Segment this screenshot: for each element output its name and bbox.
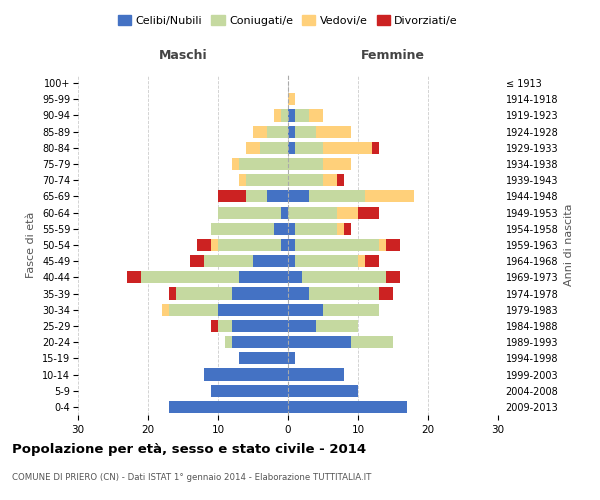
Bar [323, 158, 351, 170]
Bar [169, 304, 218, 316]
Bar [372, 142, 379, 154]
Bar [295, 126, 316, 138]
Bar [246, 174, 288, 186]
Bar [218, 320, 232, 332]
Bar [288, 174, 323, 186]
Bar [239, 158, 288, 170]
Bar [225, 336, 232, 348]
Bar [386, 272, 400, 283]
Bar [288, 93, 295, 106]
Bar [337, 222, 344, 235]
Bar [358, 255, 365, 268]
Bar [295, 239, 379, 251]
Text: Femmine: Femmine [361, 49, 425, 62]
Bar [288, 320, 316, 332]
Bar [190, 255, 204, 268]
Bar [211, 239, 218, 251]
Bar [288, 352, 295, 364]
Bar [288, 288, 309, 300]
Bar [288, 239, 295, 251]
Bar [232, 320, 288, 332]
Bar [204, 255, 253, 268]
Bar [337, 206, 358, 218]
Bar [232, 288, 288, 300]
Bar [239, 352, 288, 364]
Bar [218, 304, 288, 316]
Bar [288, 368, 344, 380]
Bar [309, 110, 323, 122]
Bar [365, 255, 379, 268]
Bar [288, 142, 295, 154]
Bar [232, 158, 239, 170]
Bar [162, 304, 169, 316]
Bar [267, 190, 288, 202]
Text: COMUNE DI PRIERO (CN) - Dati ISTAT 1° gennaio 2014 - Elaborazione TUTTITALIA.IT: COMUNE DI PRIERO (CN) - Dati ISTAT 1° ge… [12, 472, 371, 482]
Bar [197, 239, 211, 251]
Bar [288, 206, 337, 218]
Bar [232, 336, 288, 348]
Bar [127, 272, 141, 283]
Legend: Celibi/Nubili, Coniugati/e, Vedovi/e, Divorziati/e: Celibi/Nubili, Coniugati/e, Vedovi/e, Di… [113, 10, 463, 30]
Bar [169, 401, 288, 413]
Bar [358, 206, 379, 218]
Bar [218, 190, 246, 202]
Bar [295, 222, 337, 235]
Bar [239, 174, 246, 186]
Bar [337, 174, 344, 186]
Bar [344, 222, 351, 235]
Bar [211, 384, 288, 397]
Bar [351, 336, 393, 348]
Bar [288, 222, 295, 235]
Bar [288, 255, 295, 268]
Bar [176, 288, 232, 300]
Bar [274, 110, 281, 122]
Bar [379, 239, 386, 251]
Bar [295, 255, 358, 268]
Bar [281, 239, 288, 251]
Bar [246, 142, 260, 154]
Bar [281, 110, 288, 122]
Bar [323, 304, 379, 316]
Bar [365, 190, 414, 202]
Bar [309, 190, 365, 202]
Text: Maschi: Maschi [158, 49, 208, 62]
Bar [218, 239, 281, 251]
Text: Popolazione per età, sesso e stato civile - 2014: Popolazione per età, sesso e stato civil… [12, 442, 366, 456]
Y-axis label: Anni di nascita: Anni di nascita [564, 204, 574, 286]
Bar [253, 126, 267, 138]
Bar [288, 384, 358, 397]
Bar [169, 288, 176, 300]
Bar [211, 222, 274, 235]
Bar [379, 288, 393, 300]
Bar [281, 206, 288, 218]
Bar [288, 126, 295, 138]
Y-axis label: Fasce di età: Fasce di età [26, 212, 37, 278]
Bar [274, 222, 288, 235]
Bar [386, 239, 400, 251]
Bar [267, 126, 288, 138]
Bar [316, 320, 358, 332]
Bar [260, 142, 288, 154]
Bar [204, 368, 288, 380]
Bar [288, 110, 295, 122]
Bar [295, 142, 323, 154]
Bar [246, 190, 267, 202]
Bar [288, 272, 302, 283]
Bar [288, 304, 323, 316]
Bar [295, 110, 309, 122]
Bar [211, 320, 218, 332]
Bar [239, 272, 288, 283]
Bar [141, 272, 239, 283]
Bar [288, 190, 309, 202]
Bar [288, 158, 323, 170]
Bar [309, 288, 379, 300]
Bar [288, 401, 407, 413]
Bar [316, 126, 351, 138]
Bar [302, 272, 386, 283]
Bar [288, 336, 351, 348]
Bar [323, 174, 337, 186]
Bar [218, 206, 281, 218]
Bar [323, 142, 372, 154]
Bar [253, 255, 288, 268]
